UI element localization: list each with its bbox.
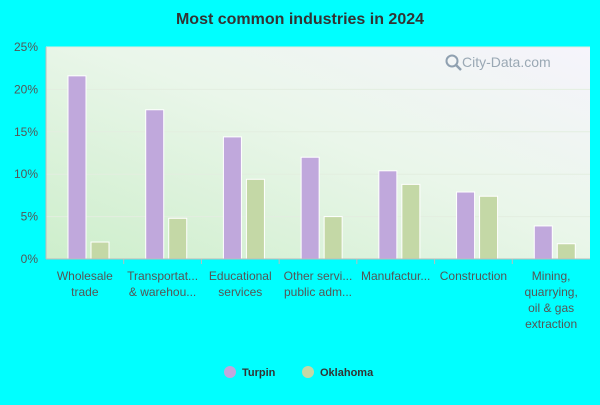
bar-turpin[interactable] xyxy=(67,75,87,260)
chart-title: Most common industries in 2024 xyxy=(176,11,424,28)
x-tick-label: Other servi... xyxy=(284,269,353,283)
magnifier-icon xyxy=(445,54,462,71)
x-tick-label: Wholesale xyxy=(57,269,113,283)
x-tick-label: oil & gas xyxy=(528,301,574,315)
y-tick-label: 20% xyxy=(14,82,38,96)
legend-item-turpin[interactable]: Turpin xyxy=(224,366,276,379)
bar-oklahoma[interactable] xyxy=(90,241,110,260)
legend-item-oklahoma[interactable]: Oklahoma xyxy=(302,366,374,379)
bar-oklahoma[interactable] xyxy=(323,216,343,260)
bar-oklahoma[interactable] xyxy=(479,195,499,260)
x-tick-label: Mining, xyxy=(532,269,571,283)
x-tick-label: & warehou... xyxy=(129,285,196,299)
bar-turpin[interactable] xyxy=(378,170,398,260)
y-tick-label: 0% xyxy=(21,252,39,266)
legend-swatch xyxy=(302,366,314,378)
bar-oklahoma[interactable] xyxy=(556,243,576,260)
x-tick-label: trade xyxy=(71,285,99,299)
x-tick-label: Transportat... xyxy=(127,269,198,283)
x-tick-label: quarrying, xyxy=(524,285,577,299)
bar-oklahoma[interactable] xyxy=(401,183,421,260)
x-tick-label: Manufactur... xyxy=(361,269,430,283)
watermark-text: City-Data.com xyxy=(462,54,551,70)
y-tick-label: 10% xyxy=(14,167,38,181)
x-tick-label: Construction xyxy=(440,269,507,283)
bar-turpin[interactable] xyxy=(222,136,242,260)
bar-oklahoma[interactable] xyxy=(168,217,188,260)
watermark: City-Data.com xyxy=(445,54,551,71)
bar-turpin[interactable] xyxy=(456,191,476,260)
x-tick-label: Educational xyxy=(209,269,272,283)
bar-turpin[interactable] xyxy=(533,225,553,260)
x-tick-label: services xyxy=(218,285,262,299)
x-tick-label: extraction xyxy=(525,317,577,331)
bar-turpin[interactable] xyxy=(145,109,165,260)
legend-label: Oklahoma xyxy=(320,367,374,379)
y-tick-label: 5% xyxy=(21,210,39,224)
legend-swatch xyxy=(224,366,236,378)
bar-oklahoma[interactable] xyxy=(245,178,265,260)
y-tick-label: 25% xyxy=(14,40,38,54)
x-tick-label: public adm... xyxy=(284,285,352,299)
legend-label: Turpin xyxy=(242,367,276,379)
bar-turpin[interactable] xyxy=(300,156,320,260)
y-tick-label: 15% xyxy=(14,125,38,139)
